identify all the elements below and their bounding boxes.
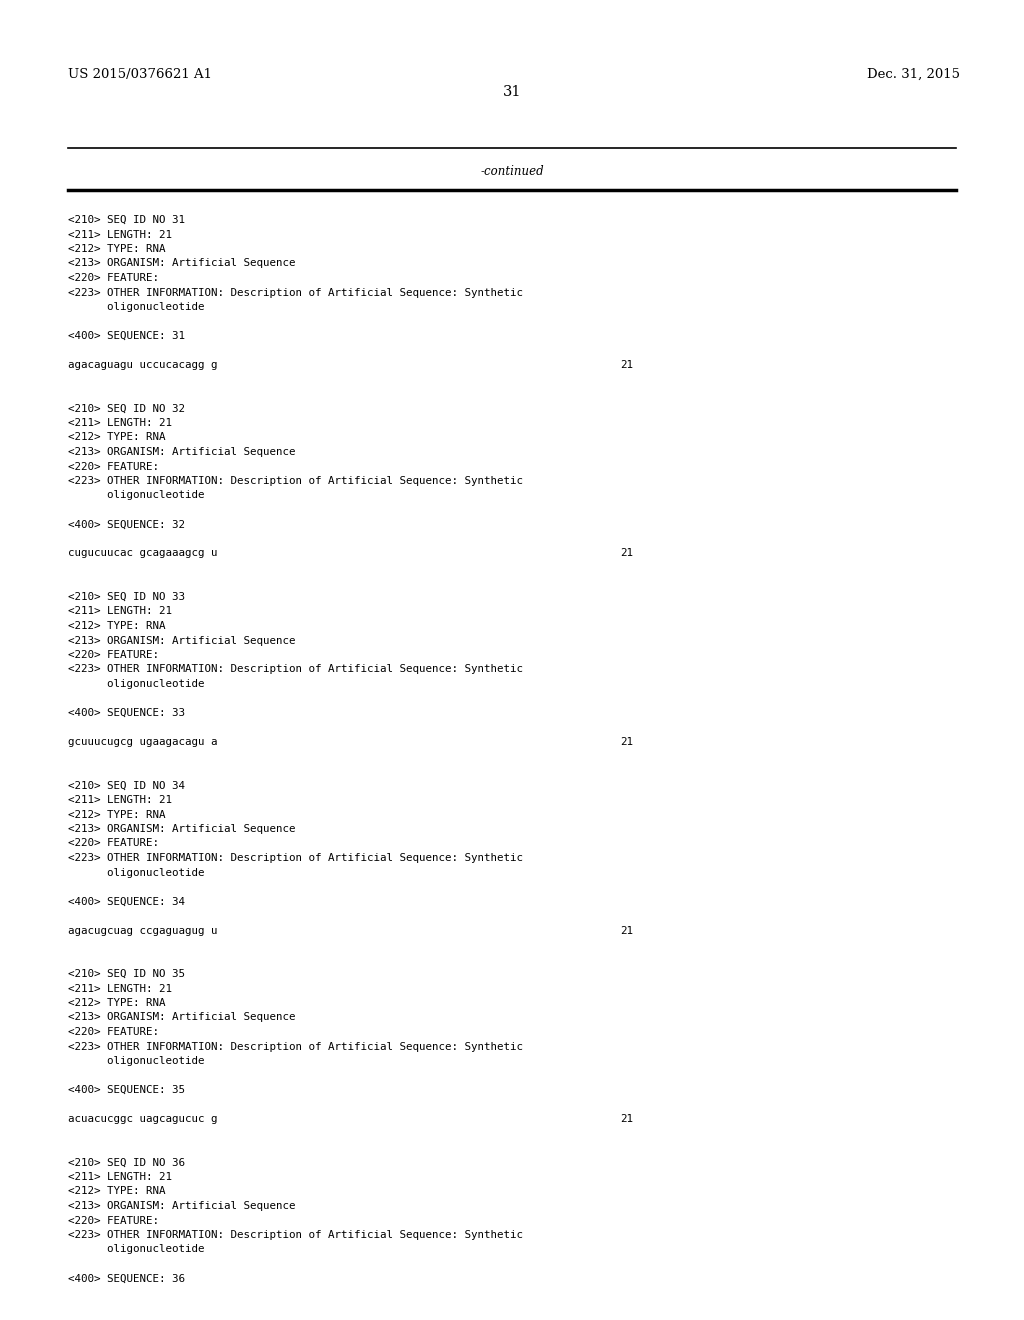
Text: 31: 31	[503, 84, 521, 99]
Text: <220> FEATURE:: <220> FEATURE:	[68, 1216, 159, 1225]
Text: <211> LENGTH: 21: <211> LENGTH: 21	[68, 1172, 172, 1181]
Text: US 2015/0376621 A1: US 2015/0376621 A1	[68, 69, 212, 81]
Text: <223> OTHER INFORMATION: Description of Artificial Sequence: Synthetic: <223> OTHER INFORMATION: Description of …	[68, 1041, 523, 1052]
Text: acuacucggc uagcagucuc g: acuacucggc uagcagucuc g	[68, 1114, 217, 1125]
Text: <223> OTHER INFORMATION: Description of Artificial Sequence: Synthetic: <223> OTHER INFORMATION: Description of …	[68, 288, 523, 297]
Text: agacugcuag ccgaguagug u: agacugcuag ccgaguagug u	[68, 925, 217, 936]
Text: 21: 21	[620, 360, 633, 370]
Text: <223> OTHER INFORMATION: Description of Artificial Sequence: Synthetic: <223> OTHER INFORMATION: Description of …	[68, 477, 523, 486]
Text: <213> ORGANISM: Artificial Sequence: <213> ORGANISM: Artificial Sequence	[68, 1201, 296, 1210]
Text: 21: 21	[620, 549, 633, 558]
Text: <220> FEATURE:: <220> FEATURE:	[68, 273, 159, 282]
Text: <223> OTHER INFORMATION: Description of Artificial Sequence: Synthetic: <223> OTHER INFORMATION: Description of …	[68, 1230, 523, 1239]
Text: <212> TYPE: RNA: <212> TYPE: RNA	[68, 1187, 166, 1196]
Text: <210> SEQ ID NO 34: <210> SEQ ID NO 34	[68, 780, 185, 791]
Text: <212> TYPE: RNA: <212> TYPE: RNA	[68, 244, 166, 253]
Text: <223> OTHER INFORMATION: Description of Artificial Sequence: Synthetic: <223> OTHER INFORMATION: Description of …	[68, 853, 523, 863]
Text: <213> ORGANISM: Artificial Sequence: <213> ORGANISM: Artificial Sequence	[68, 447, 296, 457]
Text: agacaguagu uccucacagg g: agacaguagu uccucacagg g	[68, 360, 217, 370]
Text: <210> SEQ ID NO 31: <210> SEQ ID NO 31	[68, 215, 185, 224]
Text: <220> FEATURE:: <220> FEATURE:	[68, 838, 159, 849]
Text: <223> OTHER INFORMATION: Description of Artificial Sequence: Synthetic: <223> OTHER INFORMATION: Description of …	[68, 664, 523, 675]
Text: <400> SEQUENCE: 34: <400> SEQUENCE: 34	[68, 896, 185, 907]
Text: <213> ORGANISM: Artificial Sequence: <213> ORGANISM: Artificial Sequence	[68, 824, 296, 834]
Text: <220> FEATURE:: <220> FEATURE:	[68, 649, 159, 660]
Text: oligonucleotide: oligonucleotide	[68, 1245, 205, 1254]
Text: <400> SEQUENCE: 35: <400> SEQUENCE: 35	[68, 1085, 185, 1096]
Text: 21: 21	[620, 1114, 633, 1125]
Text: <210> SEQ ID NO 35: <210> SEQ ID NO 35	[68, 969, 185, 979]
Text: cugucuucac gcagaaagcg u: cugucuucac gcagaaagcg u	[68, 549, 217, 558]
Text: <212> TYPE: RNA: <212> TYPE: RNA	[68, 620, 166, 631]
Text: <400> SEQUENCE: 31: <400> SEQUENCE: 31	[68, 331, 185, 341]
Text: <211> LENGTH: 21: <211> LENGTH: 21	[68, 606, 172, 616]
Text: <213> ORGANISM: Artificial Sequence: <213> ORGANISM: Artificial Sequence	[68, 1012, 296, 1023]
Text: oligonucleotide: oligonucleotide	[68, 491, 205, 500]
Text: oligonucleotide: oligonucleotide	[68, 678, 205, 689]
Text: <220> FEATURE:: <220> FEATURE:	[68, 1027, 159, 1038]
Text: oligonucleotide: oligonucleotide	[68, 302, 205, 312]
Text: <212> TYPE: RNA: <212> TYPE: RNA	[68, 998, 166, 1008]
Text: <210> SEQ ID NO 32: <210> SEQ ID NO 32	[68, 404, 185, 413]
Text: <211> LENGTH: 21: <211> LENGTH: 21	[68, 418, 172, 428]
Text: <211> LENGTH: 21: <211> LENGTH: 21	[68, 230, 172, 239]
Text: <400> SEQUENCE: 36: <400> SEQUENCE: 36	[68, 1274, 185, 1283]
Text: <212> TYPE: RNA: <212> TYPE: RNA	[68, 433, 166, 442]
Text: <211> LENGTH: 21: <211> LENGTH: 21	[68, 983, 172, 994]
Text: <400> SEQUENCE: 33: <400> SEQUENCE: 33	[68, 708, 185, 718]
Text: <211> LENGTH: 21: <211> LENGTH: 21	[68, 795, 172, 805]
Text: <213> ORGANISM: Artificial Sequence: <213> ORGANISM: Artificial Sequence	[68, 635, 296, 645]
Text: oligonucleotide: oligonucleotide	[68, 867, 205, 878]
Text: <212> TYPE: RNA: <212> TYPE: RNA	[68, 809, 166, 820]
Text: -continued: -continued	[480, 165, 544, 178]
Text: <400> SEQUENCE: 32: <400> SEQUENCE: 32	[68, 520, 185, 529]
Text: <213> ORGANISM: Artificial Sequence: <213> ORGANISM: Artificial Sequence	[68, 259, 296, 268]
Text: oligonucleotide: oligonucleotide	[68, 1056, 205, 1067]
Text: <220> FEATURE:: <220> FEATURE:	[68, 462, 159, 471]
Text: <210> SEQ ID NO 36: <210> SEQ ID NO 36	[68, 1158, 185, 1167]
Text: 21: 21	[620, 925, 633, 936]
Text: gcuuucugcg ugaagacagu a: gcuuucugcg ugaagacagu a	[68, 737, 217, 747]
Text: 21: 21	[620, 737, 633, 747]
Text: Dec. 31, 2015: Dec. 31, 2015	[867, 69, 961, 81]
Text: <210> SEQ ID NO 33: <210> SEQ ID NO 33	[68, 591, 185, 602]
